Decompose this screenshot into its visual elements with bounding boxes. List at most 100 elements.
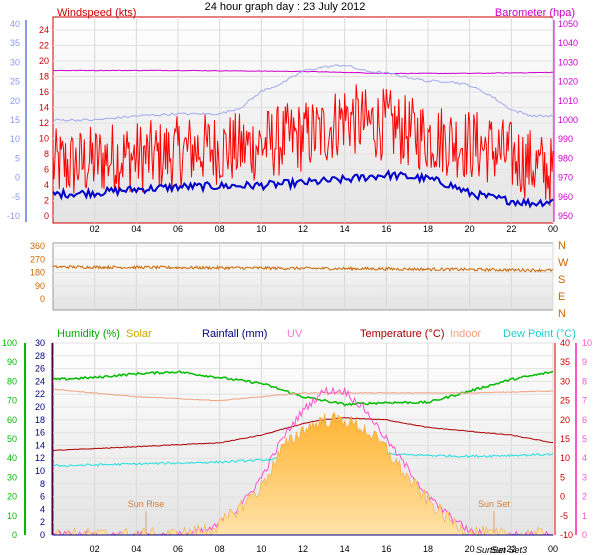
- x-tick-bottom: 12: [298, 544, 308, 554]
- rainfall-tick: 6: [40, 492, 45, 502]
- outer-left-tick: 25: [10, 77, 20, 87]
- x-tick-top: 16: [381, 224, 391, 234]
- outer-left-tick: 0: [15, 173, 20, 183]
- dew-point-legend: Dew Point (°C): [503, 328, 576, 340]
- temperature-tick: 5: [560, 472, 565, 482]
- uv-tick: 8: [582, 376, 587, 386]
- humidity-tick: 40: [7, 453, 17, 463]
- x-tick-bottom: 14: [340, 544, 350, 554]
- rainfall-tick: 22: [35, 389, 45, 399]
- x-tick-top: 06: [173, 224, 183, 234]
- solar-legend: Solar: [126, 328, 152, 340]
- temperature-tick: 25: [560, 396, 570, 406]
- windspeed-tick: 6: [44, 165, 49, 175]
- compass-tick: N: [558, 240, 566, 252]
- temperature-tick: 40: [560, 338, 570, 348]
- rainfall-tick: 12: [35, 453, 45, 463]
- uv-tick: 9: [582, 357, 587, 367]
- humidity-temp-series: [52, 370, 554, 537]
- rainfall-tick: 2: [40, 517, 45, 527]
- temperature-tick: 35: [560, 357, 570, 367]
- compass-tick: S: [558, 274, 565, 286]
- windspeed-tick: 20: [39, 56, 49, 66]
- uv-tick: 0: [582, 530, 587, 540]
- rainfall-tick: 24: [35, 376, 45, 386]
- humidity-tick: 20: [7, 492, 17, 502]
- outer-left-tick: 20: [10, 96, 20, 106]
- x-tick-top: 12: [298, 224, 308, 234]
- wind-direction-gridlines: [53, 243, 554, 310]
- windspeed-tick: 14: [39, 103, 49, 113]
- uv-tick: 10: [582, 338, 592, 348]
- series-direction: [52, 264, 554, 273]
- rainfall-tick: 16: [35, 428, 45, 438]
- direction-degree-tick: 360: [30, 241, 45, 251]
- sunset3-bottom-label: Sun Set3: [490, 545, 527, 555]
- outer-left-tick: 5: [15, 153, 20, 163]
- barometer-tick: 980: [558, 153, 573, 163]
- series-humidity: [52, 370, 554, 407]
- uv-tick: 2: [582, 492, 587, 502]
- uv-tick: 7: [582, 396, 587, 406]
- windspeed-tick: 16: [39, 87, 49, 97]
- x-tick-bottom: 22: [506, 544, 516, 554]
- temperature-tick: 15: [560, 434, 570, 444]
- x-tick-bottom: 04: [131, 544, 141, 554]
- x-tick-bottom: 18: [423, 544, 433, 554]
- barometer-tick: 990: [558, 134, 573, 144]
- humidity-tick: 50: [7, 434, 17, 444]
- compass-tick: N: [558, 308, 566, 320]
- barometer-tick: 1020: [558, 77, 578, 87]
- wind-baro-tick-labels: 2422201816141210864204035302520151050-5-…: [7, 19, 578, 221]
- x-tick-bottom: 08: [215, 544, 225, 554]
- barometer-tick: 970: [558, 173, 573, 183]
- uv-tick: 3: [582, 472, 587, 482]
- humidity-tick: 60: [7, 415, 17, 425]
- outer-left-tick: -10: [7, 211, 20, 221]
- humidity-tick: 30: [7, 472, 17, 482]
- x-tick-bottom: 16: [381, 544, 391, 554]
- series-wind_gust: [52, 84, 554, 207]
- x-tick-top: 22: [506, 224, 516, 234]
- sunrise-label: Sun Rise: [128, 499, 165, 509]
- wind-baro-gridlines: [53, 17, 554, 223]
- direction-degree-tick: 0: [40, 294, 45, 304]
- series-gust_light: [52, 64, 554, 122]
- x-tick-top: 20: [465, 224, 475, 234]
- x-tick-top: 18: [423, 224, 433, 234]
- humidity-legend: Humidity (%): [57, 328, 120, 340]
- outer-left-tick: 35: [10, 38, 20, 48]
- direction-degree-tick: 270: [30, 254, 45, 264]
- rainfall-tick: 4: [40, 504, 45, 514]
- windspeed-tick: 2: [44, 196, 49, 206]
- compass-tick: E: [558, 291, 565, 303]
- windspeed-tick: 24: [39, 25, 49, 35]
- barometer-tick: 1050: [558, 19, 578, 29]
- series-indoor: [52, 388, 554, 402]
- rainfall-tick: 26: [35, 364, 45, 374]
- barometer-tick: 960: [558, 192, 573, 202]
- humidity-temp-tick-labels: 1009080706050403020100302826242220181614…: [2, 338, 592, 540]
- humidity-tick: 0: [12, 530, 17, 540]
- direction-degree-tick: 180: [30, 268, 45, 278]
- windspeed-tick: 0: [44, 211, 49, 221]
- x-tick-top: 04: [131, 224, 141, 234]
- rainfall-legend: Rainfall (mm): [202, 328, 267, 340]
- rainfall-tick: 14: [35, 440, 45, 450]
- rainfall-tick: 10: [35, 466, 45, 476]
- x-tick-bottom: 06: [173, 544, 183, 554]
- windspeed-tick: 10: [39, 134, 49, 144]
- x-axis-tick-labels: 02 02 04 04 06 06 08 08 10 10 12 12 14 14 16 16 18 18 20 20…: [90, 224, 558, 554]
- humidity-tick: 90: [7, 357, 17, 367]
- wind-baro-series: [52, 64, 554, 209]
- compass-tick: W: [558, 257, 569, 269]
- x-tick-bottom: 10: [256, 544, 266, 554]
- series-wind_avg: [52, 169, 554, 209]
- barometer-tick: 1010: [558, 96, 578, 106]
- rainfall-tick: 0: [40, 530, 45, 540]
- x-tick-top: 14: [340, 224, 350, 234]
- windspeed-tick: 22: [39, 41, 49, 51]
- temperature-tick: 10: [560, 453, 570, 463]
